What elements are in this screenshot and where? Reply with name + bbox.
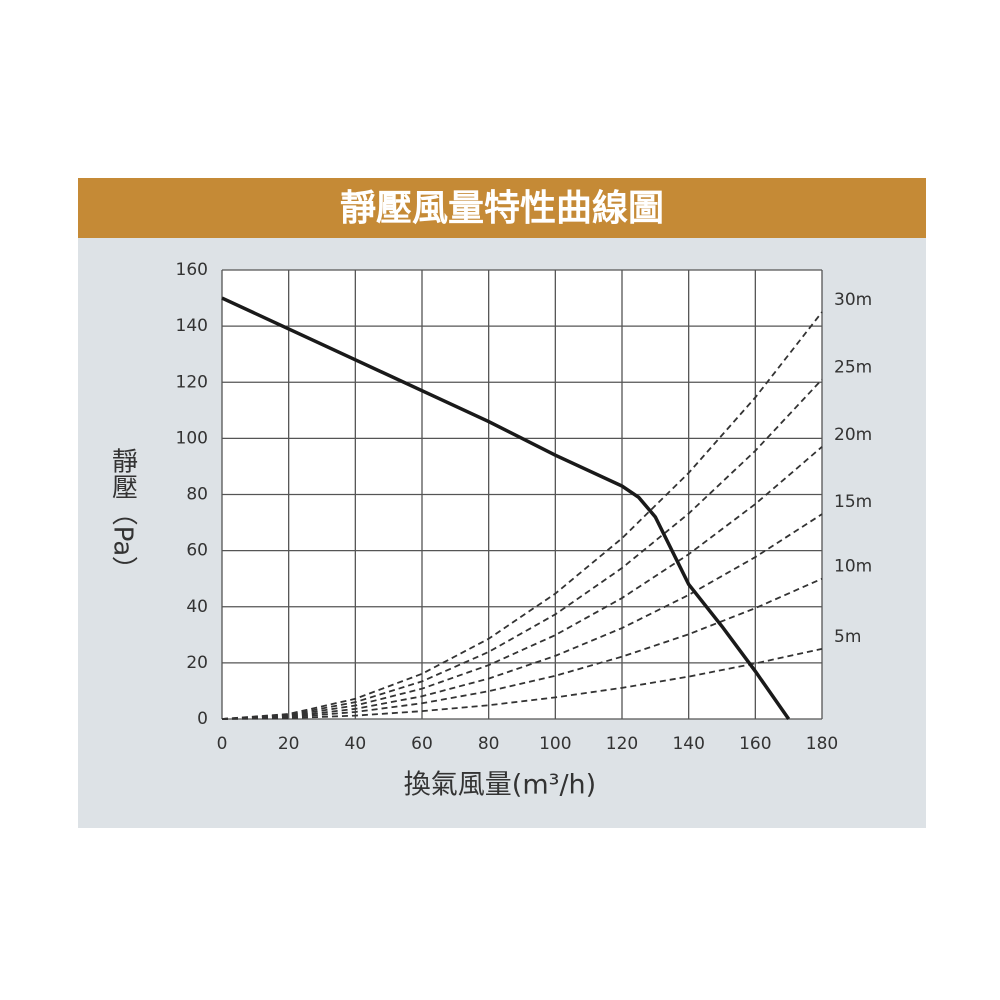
y-tick-label: 40 xyxy=(186,597,208,617)
y-tick-label: 140 xyxy=(176,316,208,336)
series-label: 30m xyxy=(834,290,872,310)
x-tick-label: 160 xyxy=(739,734,771,754)
y-tick-label: 60 xyxy=(186,541,208,561)
resistance-curve xyxy=(221,378,823,720)
resistance-curve xyxy=(221,647,823,720)
resistance-curve xyxy=(221,311,823,720)
resistance-curve xyxy=(221,577,823,720)
x-tick-label: 140 xyxy=(672,734,704,754)
x-tick-label: 0 xyxy=(217,734,228,754)
y-tick-label: 160 xyxy=(176,260,208,280)
resistance-curve xyxy=(221,513,823,720)
y-axis-label: 靜壓（Pa） xyxy=(108,448,138,583)
x-tick-label: 20 xyxy=(278,734,300,754)
x-tick-label: 120 xyxy=(606,734,638,754)
chart-title: 靜壓風量特性曲線圖 xyxy=(340,188,664,229)
y-tick-label: 20 xyxy=(186,653,208,673)
y-tick-label: 100 xyxy=(176,428,208,448)
series-label: 5m xyxy=(834,627,861,647)
x-tick-label: 40 xyxy=(345,734,367,754)
resistance-curve xyxy=(221,446,823,720)
series-label: 10m xyxy=(834,557,872,577)
series-label: 25m xyxy=(834,357,872,377)
y-tick-label: 120 xyxy=(176,372,208,392)
x-tick-label: 60 xyxy=(411,734,433,754)
x-tick-label: 80 xyxy=(478,734,500,754)
y-tick-label: 0 xyxy=(197,709,208,729)
y-tick-label: 80 xyxy=(186,485,208,505)
series-label: 15m xyxy=(834,492,872,512)
series-label: 20m xyxy=(834,425,872,445)
fan-curve xyxy=(221,296,791,721)
x-tick-label: 100 xyxy=(539,734,571,754)
x-axis-label: 換氣風量(m³/h) xyxy=(404,770,596,801)
x-tick-label: 180 xyxy=(806,734,838,754)
title-band xyxy=(78,178,926,238)
